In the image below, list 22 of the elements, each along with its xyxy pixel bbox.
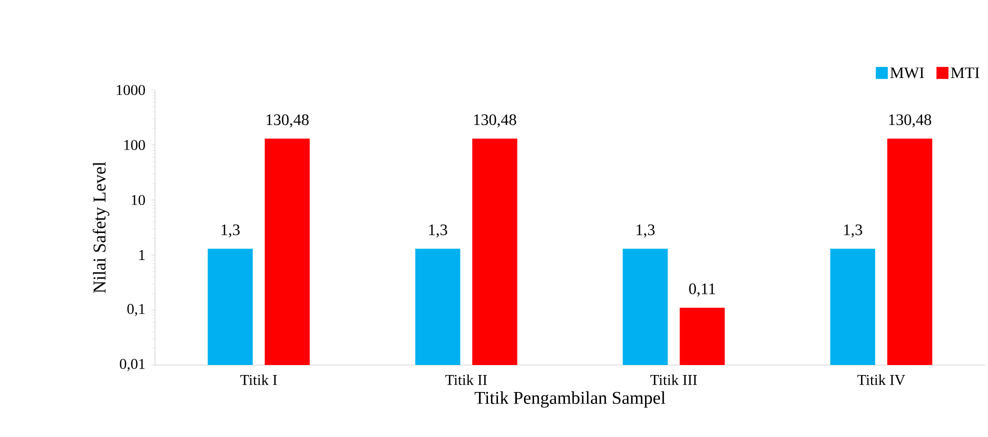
x-tick-label: Titik IV <box>857 374 906 386</box>
data-label: 1,3 <box>636 224 655 238</box>
data-label: 1,3 <box>429 224 448 238</box>
y-tick-label: 1000 <box>116 84 145 96</box>
x-axis-title: Titik Pengambilan Sampel <box>474 391 666 408</box>
data-label: 0,11 <box>689 283 715 297</box>
data-label: 1,3 <box>844 224 862 238</box>
legend-label: MWI <box>890 68 924 78</box>
y-axis-title: Nilai Safety Level <box>92 162 110 293</box>
data-label: 1,3 <box>222 224 240 238</box>
x-tick-label: Titik II <box>445 374 487 386</box>
legend-label: MTI <box>950 68 980 78</box>
y-tick-label: 0,01 <box>120 358 145 372</box>
x-tick-label: Titik I <box>240 374 277 386</box>
y-tick-label: 1 <box>139 250 145 260</box>
x-tick-label: Titik III <box>650 374 697 386</box>
data-label: 130,48 <box>889 114 932 128</box>
y-tick-label: 100 <box>124 140 145 150</box>
y-tick-label: 10 <box>132 194 145 206</box>
data-label: 130,48 <box>474 114 516 128</box>
y-tick-label: 0,1 <box>127 304 145 316</box>
data-label: 130,48 <box>266 114 309 128</box>
